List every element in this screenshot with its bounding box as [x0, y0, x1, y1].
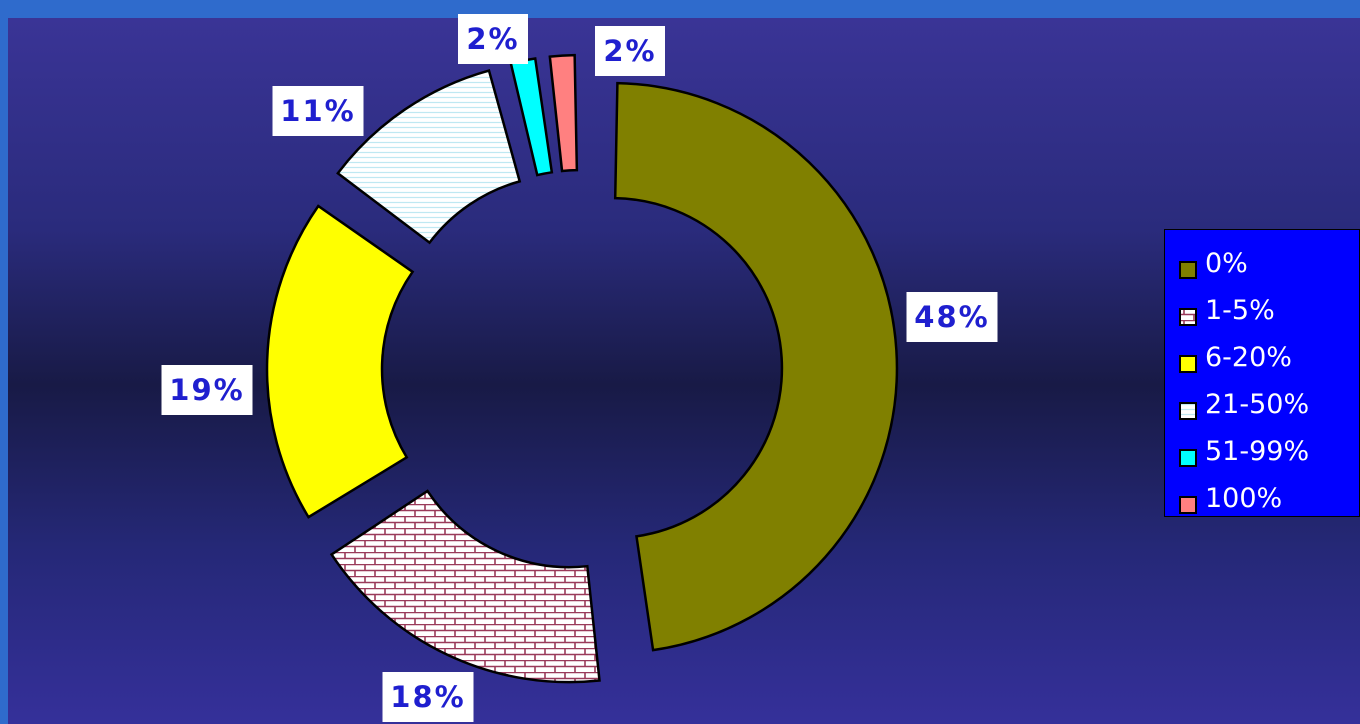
legend-label: 51-99% — [1205, 436, 1310, 467]
legend-swatch — [1179, 443, 1197, 467]
slice-100% — [548, 53, 579, 173]
legend-swatch — [1179, 255, 1197, 279]
legend-swatch — [1179, 396, 1197, 420]
data-label: 2% — [466, 22, 519, 56]
legend-label: 1-5% — [1205, 295, 1275, 326]
data-label-box — [458, 14, 528, 64]
data-label-box — [161, 365, 253, 415]
legend-label: 100% — [1205, 483, 1283, 514]
legend-label: 21-50% — [1205, 389, 1310, 420]
legend-label: 0% — [1205, 248, 1248, 279]
slice-6-20% — [265, 204, 415, 519]
legend-swatch — [1179, 302, 1197, 326]
legend-swatch — [1179, 349, 1197, 373]
slice-1-5% — [329, 489, 601, 684]
data-label-box — [906, 292, 998, 342]
data-label-box — [382, 672, 474, 722]
data-label: 11% — [280, 94, 355, 128]
legend-item: 0% — [1179, 240, 1359, 287]
legend-swatch — [1179, 490, 1197, 514]
data-label-box — [595, 26, 665, 76]
legend-label: 6-20% — [1205, 342, 1292, 373]
chart-legend: 0% 1-5% 6-20% 21-50% 51-99% 100% — [1164, 229, 1360, 517]
data-label: 48% — [914, 300, 989, 334]
slice-0% — [613, 81, 899, 652]
slice-21-50% — [336, 69, 522, 245]
legend-item: 21-50% — [1179, 381, 1359, 428]
legend-item: 6-20% — [1179, 334, 1359, 381]
data-label: 19% — [169, 373, 244, 407]
data-label: 18% — [390, 680, 465, 714]
data-label-box — [272, 86, 364, 136]
data-label: 2% — [603, 34, 656, 68]
slice-51-99% — [509, 57, 554, 177]
legend-item: 100% — [1179, 475, 1359, 522]
legend-item: 1-5% — [1179, 287, 1359, 334]
legend-item: 51-99% — [1179, 428, 1359, 475]
